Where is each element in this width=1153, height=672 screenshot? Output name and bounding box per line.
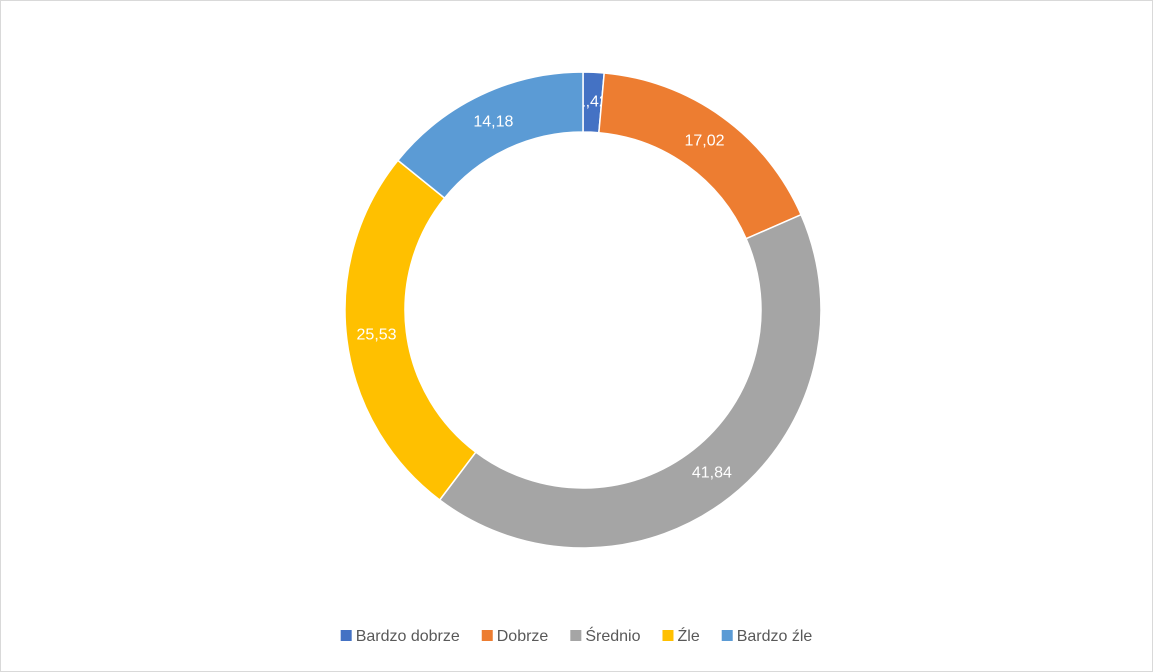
- legend-label: Źle: [677, 626, 699, 645]
- data-label: 14,18: [473, 114, 513, 131]
- donut-slice: [396, 71, 584, 200]
- legend-label: Średnio: [585, 626, 640, 645]
- legend: Bardzo dobrze Dobrze Średnio Źle Bardzo źle: [340, 626, 813, 645]
- data-label: 25,53: [357, 327, 397, 344]
- legend-swatch: [340, 630, 352, 641]
- legend-label: Bardzo dobrze: [356, 628, 460, 645]
- legend-swatch: [570, 630, 582, 641]
- data-label: 17,02: [685, 132, 725, 149]
- legend-label: Bardzo źle: [737, 628, 813, 645]
- donut-slice: [438, 213, 822, 549]
- legend-swatch: [481, 630, 493, 641]
- data-label: 1,42: [577, 93, 608, 110]
- legend-label: Dobrze: [497, 628, 549, 645]
- data-label: 41,84: [692, 464, 732, 481]
- legend-swatch: [721, 630, 733, 641]
- legend-swatch: [662, 630, 674, 641]
